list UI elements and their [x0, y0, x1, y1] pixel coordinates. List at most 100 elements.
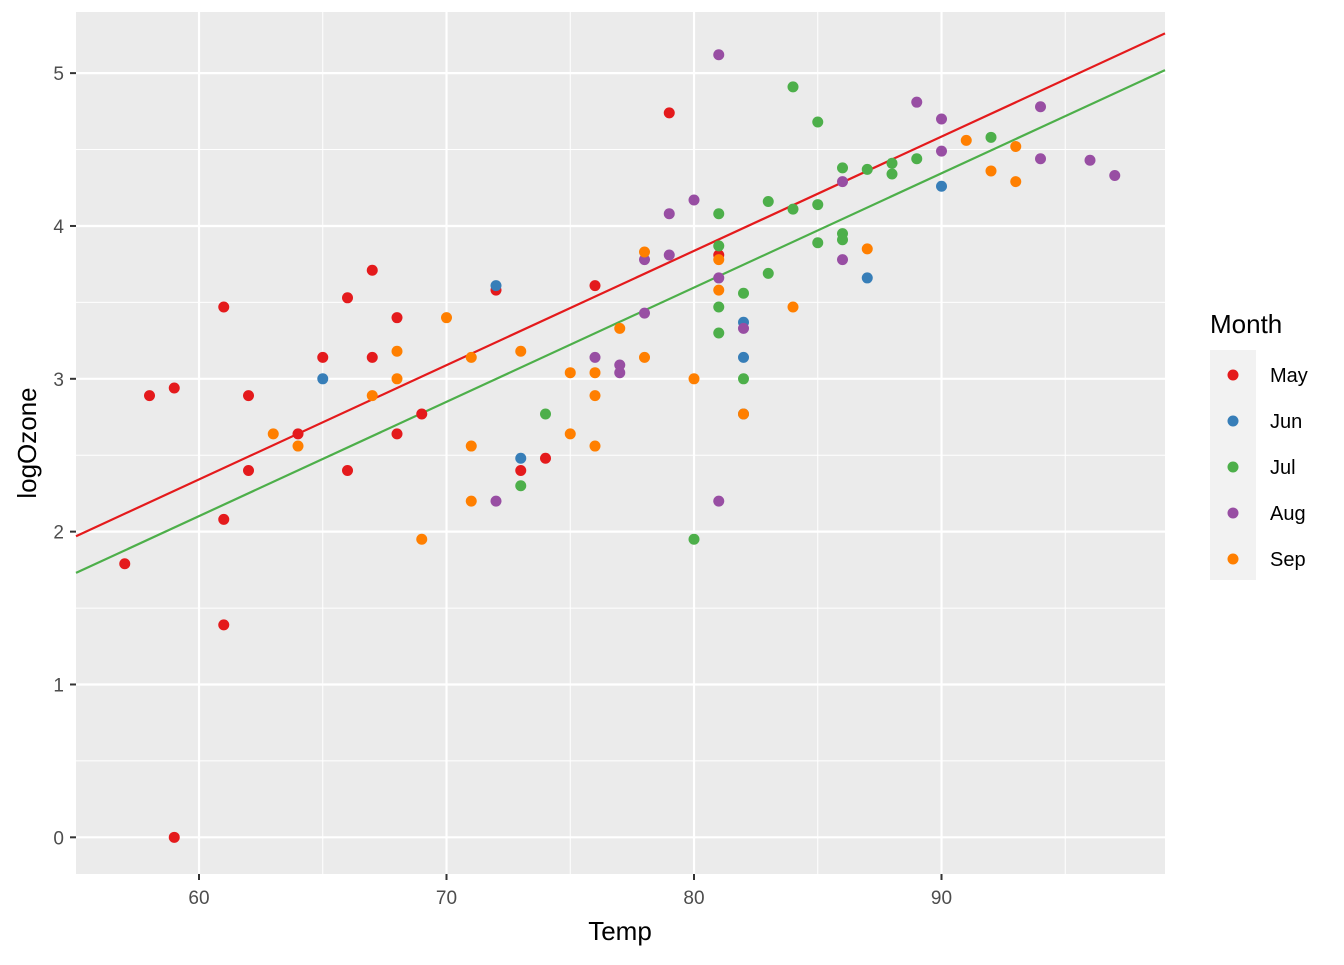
data-point-aug	[713, 272, 725, 284]
data-point-jul	[886, 157, 898, 169]
data-point-jul	[886, 168, 898, 180]
legend-title: Month	[1210, 309, 1282, 339]
data-point-sep	[589, 390, 601, 402]
data-point-sep	[416, 533, 428, 545]
data-point-may	[292, 428, 304, 440]
data-point-aug	[688, 194, 700, 206]
data-point-sep	[985, 165, 997, 177]
data-point-sep	[465, 351, 477, 363]
data-point-jun	[317, 373, 329, 385]
data-point-sep	[391, 373, 403, 385]
legend-key-jul	[1227, 461, 1239, 473]
data-point-jul	[713, 301, 725, 313]
legend-key-sep	[1227, 553, 1239, 565]
data-point-may	[218, 619, 230, 631]
x-axis-label: Temp	[588, 916, 652, 946]
data-point-sep	[688, 373, 700, 385]
data-point-jul	[738, 373, 750, 385]
data-point-aug	[837, 254, 849, 266]
data-point-may	[540, 452, 552, 464]
data-point-jul	[713, 327, 725, 339]
y-tick-label: 5	[53, 64, 64, 85]
data-point-jun	[738, 351, 750, 363]
data-point-jul	[762, 267, 774, 279]
data-point-sep	[391, 345, 403, 357]
data-point-jul	[787, 203, 799, 215]
data-point-aug	[614, 367, 626, 379]
data-point-sep	[1010, 176, 1022, 188]
data-point-sep	[1010, 140, 1022, 152]
x-tick-label: 90	[931, 888, 952, 909]
data-point-sep	[267, 428, 279, 440]
data-point-may	[218, 513, 230, 525]
data-point-sep	[564, 367, 576, 379]
data-point-jul	[762, 196, 774, 208]
fit-line-jul	[75, 69, 1166, 574]
data-point-may	[119, 558, 131, 570]
x-tick-label: 80	[683, 888, 704, 909]
data-point-sep	[713, 254, 725, 266]
data-point-sep	[292, 440, 304, 452]
data-point-jul	[861, 163, 873, 175]
data-point-aug	[639, 307, 651, 319]
y-tick-label: 2	[53, 523, 64, 544]
data-point-aug	[589, 351, 601, 363]
data-point-sep	[861, 243, 873, 255]
data-point-aug	[639, 254, 651, 266]
data-point-may	[342, 292, 354, 304]
fit-line-may	[75, 32, 1166, 538]
data-point-sep	[564, 428, 576, 440]
data-point-may	[391, 312, 403, 324]
data-point-may	[342, 465, 354, 477]
data-point-jun	[936, 180, 948, 192]
data-point-aug	[1084, 154, 1096, 166]
data-point-sep	[515, 345, 527, 357]
data-point-jun	[490, 280, 502, 292]
data-point-jul	[787, 81, 799, 93]
x-tick-label: 70	[436, 888, 457, 909]
data-point-jul	[540, 408, 552, 420]
data-point-jul	[812, 237, 824, 249]
data-point-jul	[713, 208, 725, 220]
data-point-sep	[787, 301, 799, 313]
data-point-may	[168, 831, 180, 843]
legend: May Jun Jul Aug Sep	[1210, 350, 1308, 580]
data-point-sep	[366, 390, 378, 402]
legend-label-may: May	[1270, 365, 1308, 387]
data-point-sep	[441, 312, 453, 324]
legend-key-may	[1227, 369, 1239, 381]
data-point-may	[144, 390, 156, 402]
data-point-jul	[515, 480, 527, 492]
data-point-may	[589, 280, 601, 292]
data-point-may	[317, 351, 329, 363]
data-point-jul	[688, 533, 700, 545]
data-point-aug	[1035, 153, 1047, 165]
y-axis-label: logOzone	[12, 387, 42, 498]
data-point-may	[391, 428, 403, 440]
data-point-may	[243, 390, 255, 402]
data-point-jul	[985, 131, 997, 143]
data-point-aug	[663, 249, 675, 261]
data-point-jul	[738, 287, 750, 299]
data-point-aug	[490, 495, 502, 507]
data-point-may	[515, 465, 527, 477]
legend-label-jun: Jun	[1270, 411, 1302, 433]
data-point-aug	[713, 49, 725, 61]
data-point-sep	[639, 351, 651, 363]
data-point-aug	[738, 322, 750, 334]
data-point-sep	[465, 495, 477, 507]
data-point-sep	[960, 134, 972, 146]
data-point-jul	[837, 234, 849, 246]
legend-label-jul: Jul	[1270, 457, 1296, 479]
data-point-sep	[465, 440, 477, 452]
legend-label-sep: Sep	[1270, 549, 1306, 571]
data-point-aug	[911, 96, 923, 108]
data-point-sep	[589, 440, 601, 452]
data-point-jul	[713, 240, 725, 252]
data-point-jul	[911, 153, 923, 165]
data-point-sep	[639, 246, 651, 258]
data-point-jul	[812, 116, 824, 128]
data-point-aug	[713, 495, 725, 507]
